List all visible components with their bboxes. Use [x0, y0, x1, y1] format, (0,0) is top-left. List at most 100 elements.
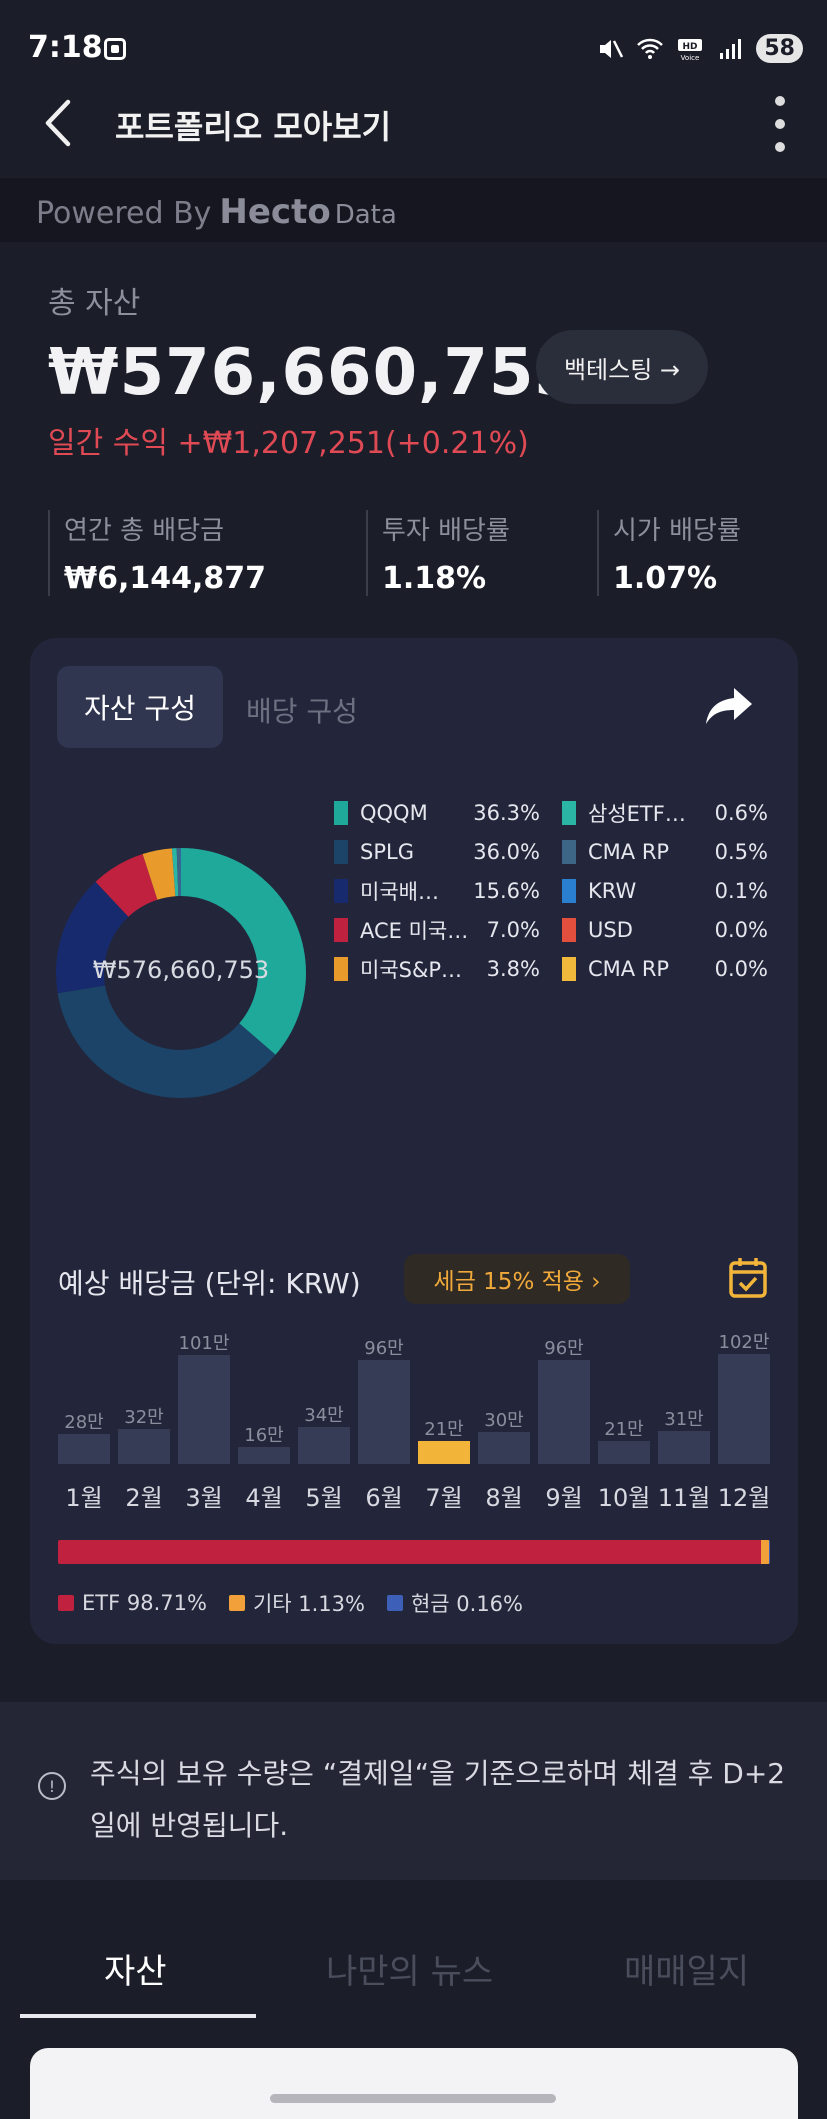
month-bar[interactable] [658, 1430, 710, 1464]
metric-investment-yield: 투자 배당률 1.18% [366, 510, 510, 596]
month-bar[interactable] [598, 1441, 650, 1464]
legend-percent: 0.6% [714, 801, 768, 825]
composition-swatch [228, 1595, 245, 1611]
metric-annual-dividend: 연간 총 배당금 ₩6,144,877 [48, 510, 266, 596]
notice-banner [0, 1702, 827, 1880]
month-bar[interactable] [58, 1433, 110, 1464]
bar-value-label: 21만 [604, 1419, 644, 1441]
page-title: 포트폴리오 모아보기 [115, 108, 392, 146]
calendar-check-icon[interactable] [728, 1256, 768, 1300]
legend-percent: 15.6% [473, 879, 540, 903]
signal-icon [720, 38, 742, 59]
legend-name: CMA RP [588, 957, 670, 981]
legend-item: ACE 미국… 7.0% [334, 916, 540, 944]
tab-assets[interactable]: 자산 [104, 1952, 167, 1992]
daily-profit: 일간 수익 +₩1,207,251(+0.21%) [48, 426, 529, 461]
legend-swatch [562, 801, 576, 825]
legend-swatch [562, 918, 576, 942]
legend-name: CMA RP [588, 840, 670, 864]
legend-name: KRW [588, 879, 637, 903]
month-bar[interactable] [358, 1360, 410, 1464]
donut-slice [56, 848, 306, 1098]
composition-segment [760, 1540, 769, 1564]
powered-by-band [0, 178, 827, 242]
legend-percent: 0.1% [714, 879, 768, 903]
month-bar[interactable] [178, 1355, 230, 1464]
donut-slice [56, 848, 306, 1098]
composition-legend-item: 기타 1.13% [228, 1588, 365, 1618]
share-icon[interactable] [704, 684, 756, 728]
month-label: 7월 [425, 1484, 463, 1512]
metric-label: 투자 배당률 [382, 516, 510, 546]
bar-value-label: 34만 [304, 1405, 344, 1427]
total-asset-value: ₩576,660,753 [48, 336, 580, 410]
month-label: 1월 [65, 1484, 103, 1512]
backtest-button[interactable]: 백테스팅 → [536, 330, 708, 404]
legend-swatch [334, 840, 348, 864]
tax-toggle-button[interactable]: 세금 15% 적용 › [404, 1254, 630, 1304]
back-chevron-icon[interactable] [40, 96, 80, 150]
tab-dividend-composition[interactable]: 배당 구성 [246, 695, 358, 728]
legend-item: SPLG 36.0% [334, 838, 540, 866]
powered-by: Powered By Hecto Data [36, 192, 397, 232]
composition-legend: ETF 98.71% 기타 1.13% 현금 0.16% [58, 1588, 523, 1618]
composition-label: 현금 0.16% [410, 1592, 523, 1616]
month-bar[interactable] [538, 1360, 590, 1464]
legend-swatch [334, 879, 348, 903]
composition-bar [58, 1540, 770, 1564]
legend-item: QQQM 36.3% [334, 799, 540, 827]
mute-icon [600, 39, 624, 58]
month-label: 2월 [125, 1484, 163, 1512]
tab-trade-journal[interactable]: 매매일지 [624, 1952, 750, 1992]
dividend-section-title: 예상 배당금 (단위: KRW) [58, 1267, 361, 1300]
month-label: 6월 [365, 1484, 403, 1512]
month-bar[interactable] [478, 1431, 530, 1464]
hd-voice-icon: HD Voice [678, 38, 703, 62]
bar-value-label: 96만 [544, 1338, 584, 1360]
powered-suffix: Data [334, 200, 397, 230]
metric-label: 시가 배당률 [613, 516, 741, 546]
info-icon: ! [38, 1772, 66, 1800]
svg-text:Voice: Voice [681, 54, 700, 62]
battery-level: 58 [756, 34, 803, 63]
legend-item: 삼성ETF… 0.6% [562, 799, 768, 827]
donut-slice [56, 848, 306, 1098]
legend-percent: 0.0% [714, 957, 768, 981]
month-label: 12월 [717, 1484, 771, 1512]
month-bar[interactable] [298, 1427, 350, 1464]
legend-swatch [562, 879, 576, 903]
metric-label: 연간 총 배당금 [64, 516, 225, 546]
tab-my-news[interactable]: 나만의 뉴스 [326, 1952, 494, 1992]
composition-swatch [386, 1595, 403, 1611]
legend-swatch [562, 840, 576, 864]
tab-asset-composition[interactable]: 자산 구성 [57, 666, 223, 748]
portfolio-card [30, 638, 798, 1644]
home-indicator[interactable] [270, 2094, 556, 2103]
metric-value: 1.07% [613, 561, 718, 596]
legend-swatch [334, 957, 348, 981]
svg-text:HD: HD [683, 42, 698, 52]
bar-value-label: 16만 [244, 1424, 284, 1446]
status-time: 7:18 [28, 30, 103, 65]
powered-brand-logo: Hecto [219, 192, 331, 232]
bar-value-label: 30만 [484, 1409, 524, 1431]
month-label: 11월 [657, 1484, 711, 1512]
legend-name: USD [588, 918, 633, 942]
composition-segment [768, 1540, 770, 1564]
month-bar[interactable] [718, 1354, 770, 1464]
composition-label: ETF 98.71% [82, 1591, 207, 1615]
legend-item: 미국S&P… 3.8% [334, 955, 540, 983]
app-icon [104, 38, 126, 60]
active-tab-indicator [20, 2014, 256, 2018]
bar-value-label: 96만 [364, 1338, 404, 1360]
legend-item: KRW 0.1% [562, 877, 768, 905]
legend-item: 미국배… 15.6% [334, 877, 540, 905]
kebab-menu-icon[interactable] [773, 96, 787, 152]
month-bar[interactable] [118, 1429, 170, 1464]
month-bar[interactable] [418, 1441, 470, 1464]
legend-item: CMA RP 0.5% [562, 838, 768, 866]
metric-value: ₩6,144,877 [64, 561, 267, 596]
composition-legend-item: 현금 0.16% [386, 1588, 523, 1618]
month-label: 3월 [185, 1484, 223, 1512]
month-bar[interactable] [238, 1446, 290, 1464]
